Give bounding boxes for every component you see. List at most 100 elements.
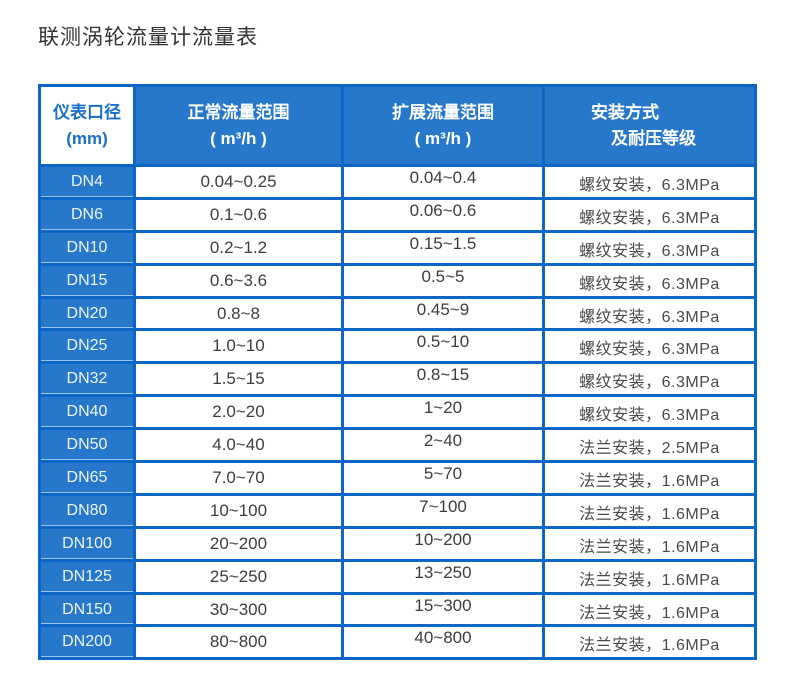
normal-range-cell: 25~250 [133,558,344,595]
header-normal-range: 正常流量范围 ( m³/h ) [133,84,344,167]
extended-range-cell: 13~250 [341,558,545,595]
page-title: 联测涡轮流量计流量表 [38,26,258,49]
diameter-cell: DN80 [38,492,136,529]
diameter-cell: DN40 [38,394,136,431]
extended-range-cell: 15~300 [341,591,545,628]
table-row: DN150 30~300 15~300 法兰安装，1.6MPa [38,591,757,628]
table-row: DN125 25~250 13~250 法兰安装，1.6MPa [38,558,757,595]
extended-range-cell: 2~40 [341,427,545,464]
extended-range-cell-text: 40~800 [414,628,472,648]
installation-cell-text: 法兰安装，1.6MPa [579,637,720,655]
extended-range-cell: 0.5~10 [341,328,545,365]
diameter-cell: DN65 [38,460,136,496]
diameter-cell: DN150 [38,591,136,628]
header-installation-sub: 及耐压等级 [611,128,696,148]
installation-cell: 法兰安装，1.6MPa [542,492,757,529]
header-installation: 安装方式 及耐压等级 [542,84,757,167]
extended-range-cell-text: 0.15~1.5 [409,233,477,253]
installation-cell-text: 法兰安装，2.5MPa [579,440,720,458]
extended-range-cell: 0.15~1.5 [341,229,545,266]
extended-range-cell-text: 2~40 [423,431,463,451]
installation-cell: 法兰安装，1.6MPa [542,591,757,628]
table-row: DN10 0.2~1.2 0.15~1.5 螺纹安装，6.3MPa [38,229,757,266]
header-extended-range-label: 扩展流量范围 [392,102,494,122]
table-row: DN40 2.0~20 1~20 螺纹安装，6.3MPa [38,394,757,431]
installation-cell-text: 螺纹安装，6.3MPa [579,242,720,260]
diameter-cell: DN50 [38,427,136,464]
diameter-cell: DN200 [38,624,136,661]
installation-cell-text: 螺纹安装，6.3MPa [579,341,720,359]
installation-cell: 法兰安装，1.6MPa [542,460,757,496]
diameter-cell: DN20 [38,295,136,332]
installation-cell: 螺纹安装，6.3MPa [542,394,757,431]
table-row: DN6 0.1~0.6 0.06~0.6 螺纹安装，6.3MPa [38,196,757,233]
installation-cell: 螺纹安装，6.3MPa [542,196,757,233]
header-diameter-unit: (mm) [66,128,108,148]
table-row: DN80 10~100 7~100 法兰安装，1.6MPa [38,492,757,529]
table-row: DN25 1.0~10 0.5~10 螺纹安装，6.3MPa [38,328,757,365]
table-row: DN32 1.5~15 0.8~15 螺纹安装，6.3MPa [38,361,757,398]
installation-cell-text: 螺纹安装，6.3MPa [579,275,720,293]
diameter-cell: DN32 [38,361,136,398]
diameter-cell: DN4 [38,164,136,200]
installation-cell: 法兰安装，1.6MPa [542,624,757,661]
extended-range-cell: 0.5~5 [341,262,545,299]
installation-cell: 螺纹安装，6.3MPa [542,361,757,398]
installation-cell-text: 螺纹安装，6.3MPa [579,308,720,326]
extended-range-cell-text: 0.5~10 [416,332,470,352]
flow-rate-table: 仪表口径 (mm) 正常流量范围 ( m³/h ) 扩展流量范围 ( m³/h … [38,84,757,661]
header-installation-label: 安装方式 [591,102,659,122]
extended-range-cell-text: 0.45~9 [416,299,470,319]
diameter-cell: DN125 [38,558,136,595]
normal-range-cell: 1.5~15 [133,361,344,398]
table-row: DN200 80~800 40~800 法兰安装，1.6MPa [38,624,757,661]
normal-range-cell: 4.0~40 [133,427,344,464]
extended-range-cell: 0.45~9 [341,295,545,332]
table-body: DN4 0.04~0.25 0.04~0.4 螺纹安装，6.3MPa DN6 0.1~0.… [38,164,757,661]
normal-range-cell: 0.1~0.6 [133,196,344,233]
installation-cell: 法兰安装，2.5MPa [542,427,757,464]
installation-cell-text: 法兰安装，1.6MPa [579,538,720,556]
table-row: DN100 20~200 10~200 法兰安装，1.6MPa [38,525,757,562]
installation-cell-text: 螺纹安装，6.3MPa [579,176,720,194]
extended-range-cell-text: 13~250 [414,562,472,582]
table-row: DN50 4.0~40 2~40 法兰安装，2.5MPa [38,427,757,464]
normal-range-cell: 0.04~0.25 [133,164,344,200]
normal-range-cell: 20~200 [133,525,344,562]
diameter-cell: DN100 [38,525,136,562]
installation-cell: 螺纹安装，6.3MPa [542,262,757,299]
extended-range-cell: 40~800 [341,624,545,661]
extended-range-cell: 1~20 [341,394,545,431]
extended-range-cell: 10~200 [341,525,545,562]
normal-range-cell: 1.0~10 [133,328,344,365]
extended-range-cell-text: 1~20 [423,398,463,418]
extended-range-cell-text: 10~200 [414,529,472,549]
table-row: DN15 0.6~3.6 0.5~5 螺纹安装，6.3MPa [38,262,757,299]
installation-cell: 法兰安装，1.6MPa [542,525,757,562]
diameter-cell: DN6 [38,196,136,233]
header-diameter: 仪表口径 (mm) [38,84,136,167]
extended-range-cell-text: 15~300 [414,595,472,615]
normal-range-cell: 0.8~8 [133,295,344,332]
extended-range-cell: 0.8~15 [341,361,545,398]
installation-cell-text: 法兰安装，1.6MPa [579,571,720,589]
header-extended-range: 扩展流量范围 ( m³/h ) [341,84,545,167]
header-normal-range-unit: ( m³/h ) [210,128,267,148]
installation-cell: 螺纹安装，6.3MPa [542,229,757,266]
normal-range-cell: 10~100 [133,492,344,529]
header-row: 仪表口径 (mm) 正常流量范围 ( m³/h ) 扩展流量范围 ( m³/h … [38,84,757,167]
header-extended-range-unit: ( m³/h ) [414,128,472,148]
normal-range-cell: 0.6~3.6 [133,262,344,299]
normal-range-cell: 80~800 [133,624,344,661]
extended-range-cell-text: 0.04~0.4 [409,168,477,187]
installation-cell: 法兰安装，1.6MPa [542,558,757,595]
installation-cell: 螺纹安装，6.3MPa [542,328,757,365]
table-row: DN20 0.8~8 0.45~9 螺纹安装，6.3MPa [38,295,757,332]
extended-range-cell-text: 0.06~0.6 [409,200,477,220]
extended-range-cell: 5~70 [341,460,545,496]
table-row: DN4 0.04~0.25 0.04~0.4 螺纹安装，6.3MPa [38,164,757,200]
normal-range-cell: 2.0~20 [133,394,344,431]
normal-range-cell: 0.2~1.2 [133,229,344,266]
extended-range-cell-text: 0.5~5 [421,266,465,286]
extended-range-cell: 0.04~0.4 [341,164,545,200]
